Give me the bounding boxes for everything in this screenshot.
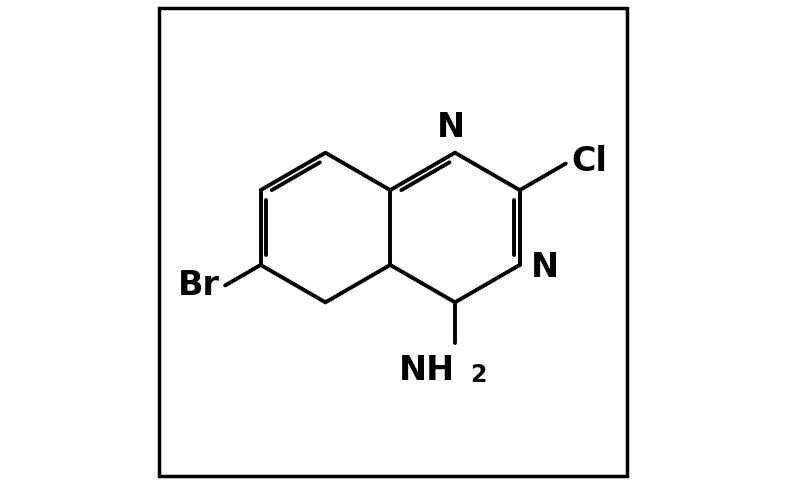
Text: N: N bbox=[437, 111, 465, 144]
Text: N: N bbox=[531, 251, 559, 284]
Bar bbox=[159, 8, 627, 476]
Text: Br: Br bbox=[178, 269, 219, 302]
Text: 2: 2 bbox=[471, 363, 487, 387]
Text: NH: NH bbox=[399, 354, 455, 387]
Text: Cl: Cl bbox=[571, 145, 608, 178]
